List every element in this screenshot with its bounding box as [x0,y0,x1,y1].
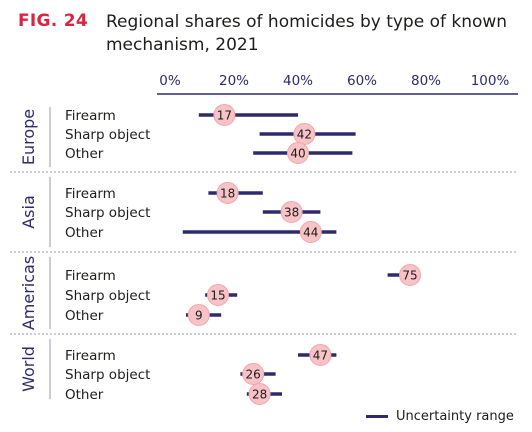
legend-swatch [366,415,388,418]
value-dot [280,201,303,223]
category-label: Firearm [65,186,116,202]
group-label: World [19,346,38,392]
x-tick-label: 40% [283,73,313,89]
category-label: Other [65,308,104,324]
x-tick-label: 0% [159,73,181,89]
value-dot [309,344,332,366]
value-label: 47 [313,349,328,363]
category-label: Firearm [65,268,116,284]
category-label: Other [65,225,104,241]
figure-label: FIG. 24 [18,11,89,31]
x-tick-label: 60% [347,73,377,89]
x-tick-label: 20% [219,73,249,89]
value-dot [299,221,322,243]
value-label: 44 [303,226,318,240]
category-label: Sharp object [65,288,150,304]
legend-label: Uncertainty range [396,409,514,424]
group-label: Europe [19,109,38,165]
value-label: 42 [297,128,312,142]
category-label: Other [65,146,104,162]
value-dot [248,383,271,405]
category-label: Sharp object [65,367,150,383]
category-label: Firearm [65,348,116,364]
value-label: 38 [284,206,299,220]
value-label: 15 [210,289,225,303]
chart-title: Regional shares of homicides by type of … [106,12,508,55]
value-dot [187,304,210,326]
x-tick-label: 100% [471,73,510,89]
value-dot [287,142,309,164]
category-label: Sharp object [65,205,150,221]
category-label: Sharp object [65,127,150,143]
value-dot [399,264,421,286]
value-dot [207,284,229,306]
value-label: 40 [290,147,305,161]
value-dot [216,182,239,204]
value-label: 75 [402,269,417,283]
legend: Uncertainty range [366,409,514,424]
value-dot [242,363,265,385]
value-label: 17 [217,109,232,123]
value-label: 28 [252,388,267,402]
value-dot [213,104,236,126]
group-label: Asia [19,195,38,229]
value-label: 18 [220,187,235,201]
x-tick-label: 80% [411,73,441,89]
value-label: 9 [195,309,203,323]
group-label: Americas [19,256,38,330]
value-label: 26 [246,368,261,382]
category-label: Firearm [65,108,116,124]
category-label: Other [65,387,104,403]
